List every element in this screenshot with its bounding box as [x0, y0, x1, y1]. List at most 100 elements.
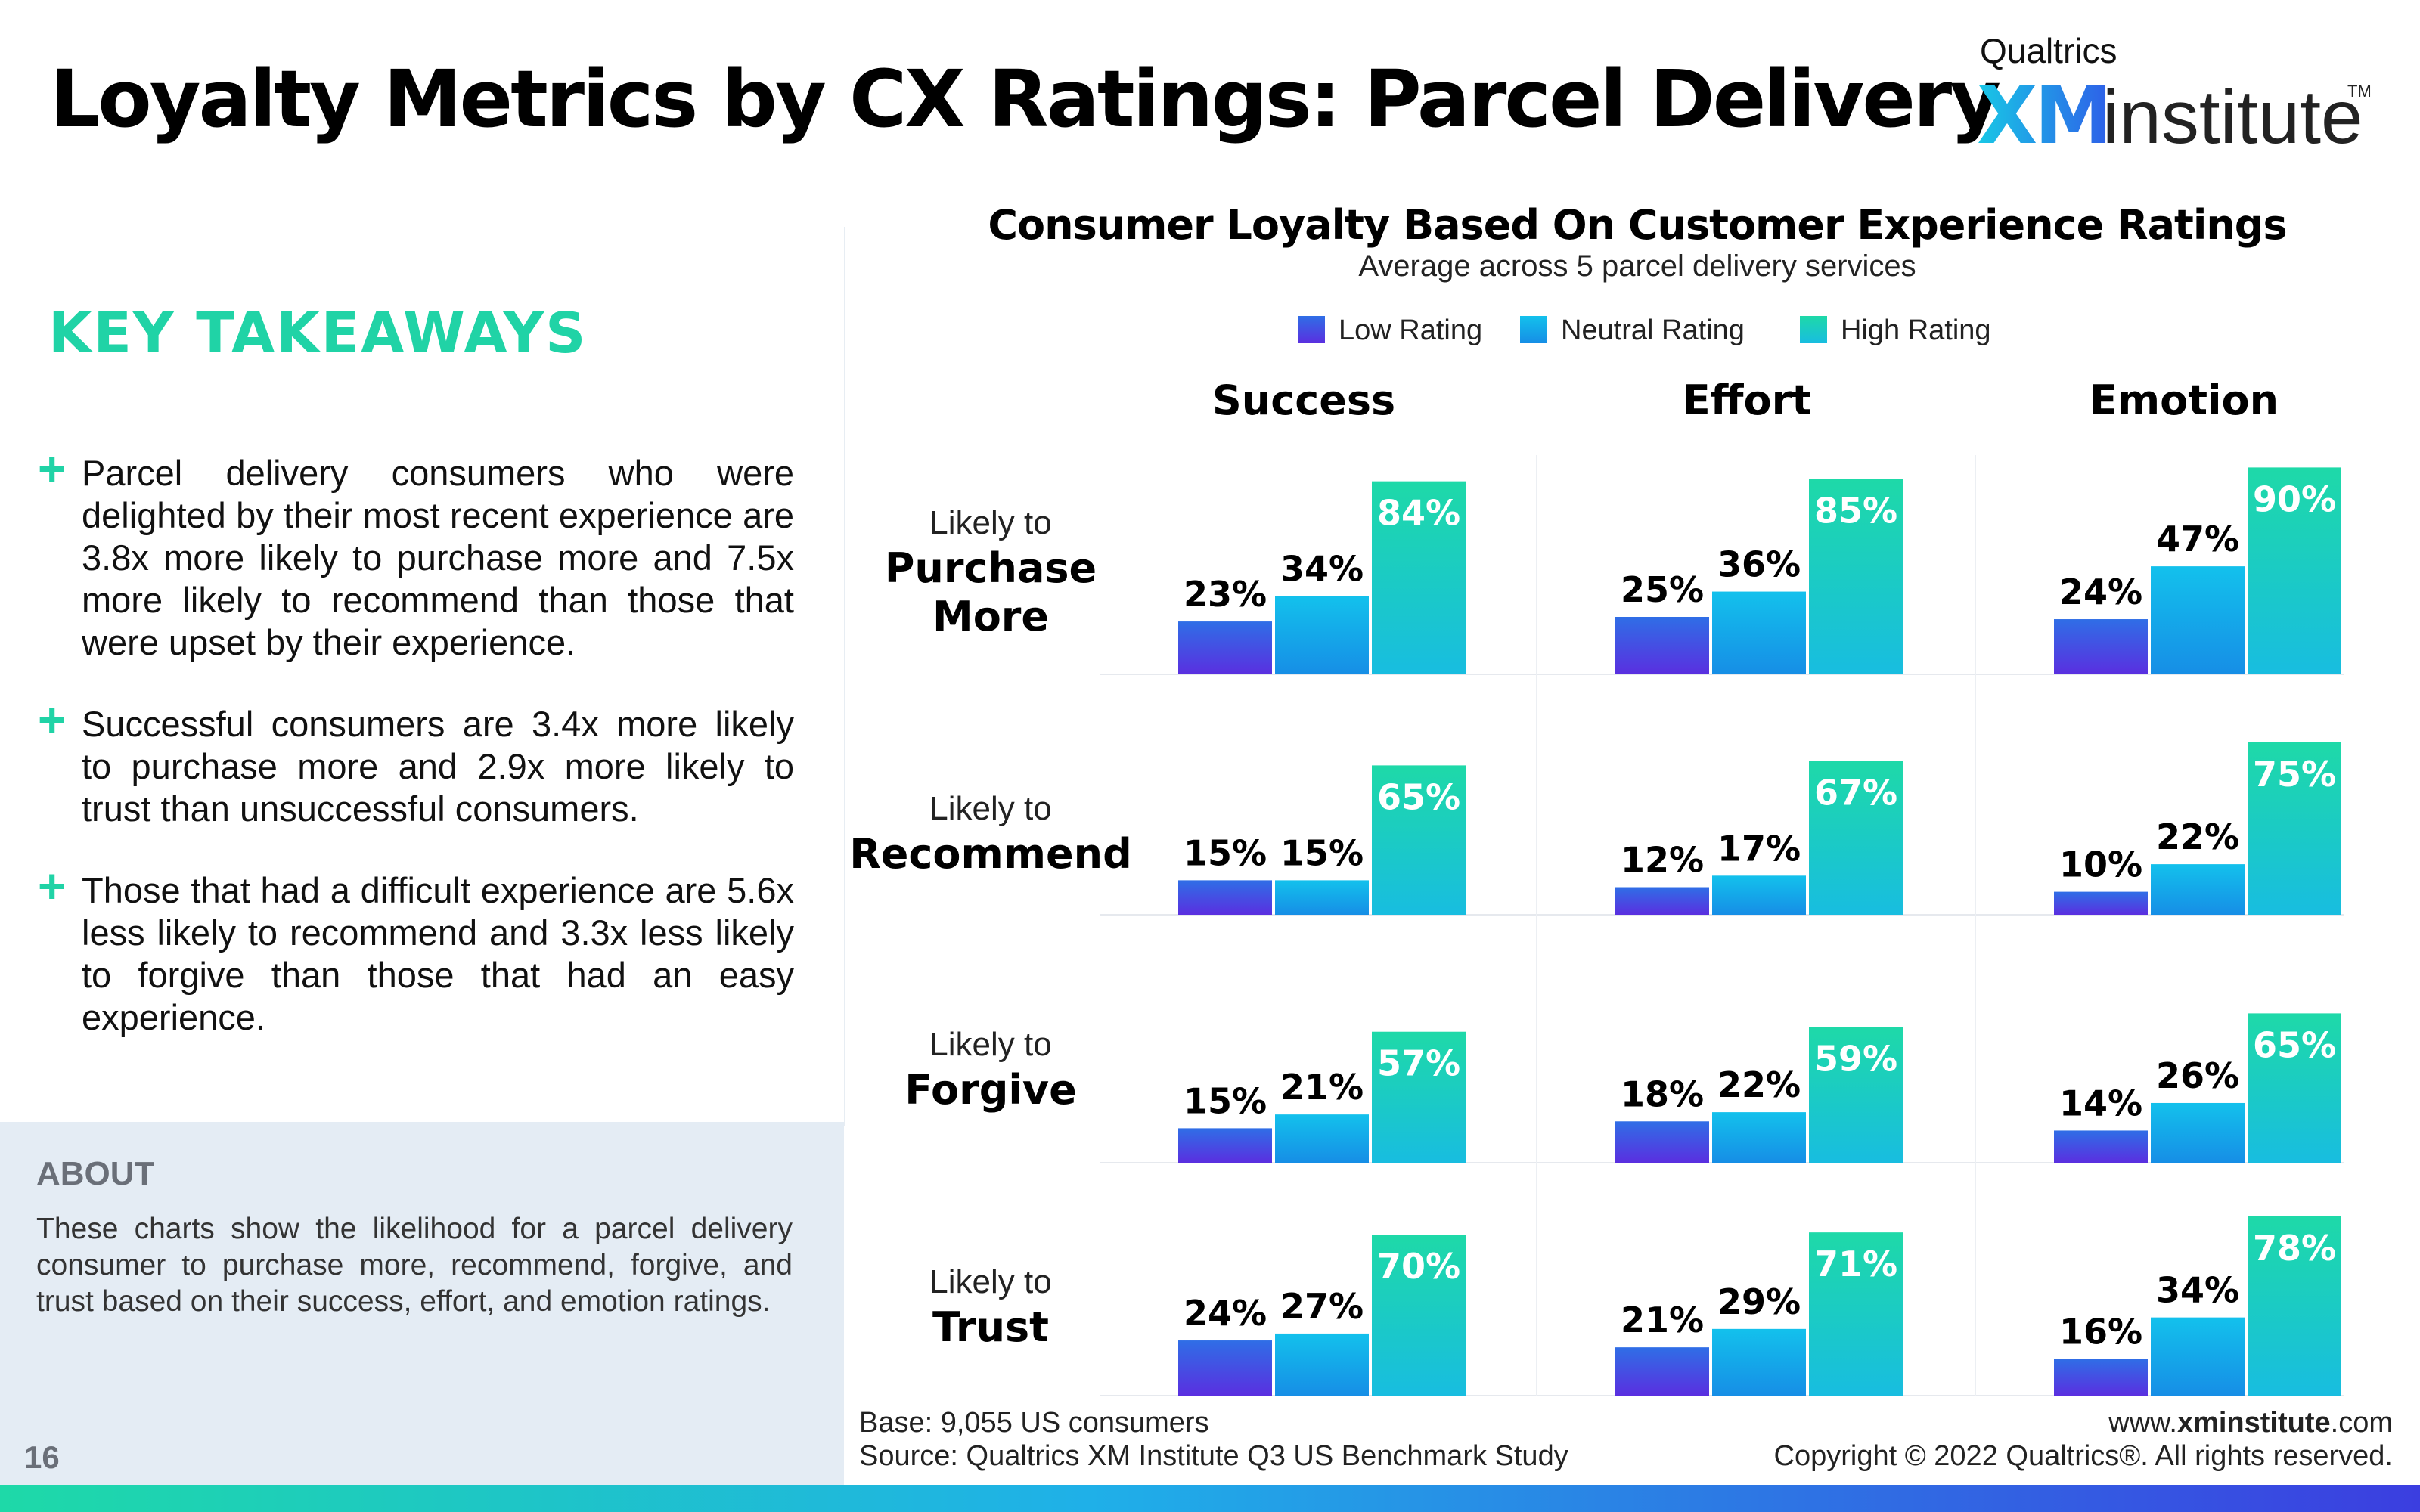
data-label-low: 25% — [1621, 569, 1704, 610]
takeaway-item: + Successful consumers are 3.4x more lik… — [38, 696, 794, 830]
bar-emotion-neutral — [2151, 566, 2245, 674]
data-label-neutral: 22% — [1717, 1064, 1801, 1105]
bar-effort-high — [1809, 1027, 1903, 1163]
key-takeaways-heading: KEY TAKEAWAYS — [48, 301, 588, 366]
column-heading-effort: Effort — [1683, 376, 1811, 424]
bar-effort-neutral — [1712, 591, 1806, 674]
data-label-high: 65% — [2253, 1024, 2336, 1065]
bar-emotion-neutral — [2151, 864, 2245, 915]
panel-divider — [844, 227, 845, 1126]
bar-success-low — [1178, 1340, 1272, 1396]
data-label-low: 12% — [1621, 840, 1704, 881]
chart-title: Consumer Loyalty Based On Customer Exper… — [988, 201, 2287, 249]
data-label-neutral: 22% — [2156, 816, 2239, 857]
takeaway-text: Parcel delivery consumers who were delig… — [82, 453, 794, 662]
plus-icon: + — [38, 859, 67, 913]
data-label-neutral: 17% — [1717, 828, 1801, 869]
bar-emotion-high — [2248, 742, 2341, 915]
bar-emotion-low — [2054, 891, 2148, 915]
data-label-low: 16% — [2059, 1311, 2142, 1352]
takeaways-list: + Parcel delivery consumers who were del… — [38, 445, 794, 1078]
data-label-neutral: 34% — [2156, 1270, 2239, 1311]
data-label-low: 21% — [1621, 1300, 1704, 1340]
bar-success-neutral — [1275, 1114, 1369, 1163]
column-heading-emotion: Emotion — [2090, 376, 2279, 424]
page-title: Loyalty Metrics by CX Ratings: Parcel De… — [50, 53, 2001, 145]
page-number: 16 — [24, 1439, 60, 1475]
bar-effort-high — [1809, 479, 1903, 674]
about-text: These charts show the likelihood for a p… — [36, 1213, 793, 1318]
row-label-name: Purchase — [884, 544, 1097, 592]
data-label-neutral: 15% — [1280, 832, 1364, 873]
bottom-gradient-bar — [0, 1485, 2420, 1512]
row-label-name: Forgive — [904, 1066, 1077, 1114]
footer-base: Base: 9,055 US consumers — [859, 1407, 1209, 1439]
bar-success-high — [1372, 1235, 1466, 1396]
about-heading: ABOUT — [36, 1155, 155, 1192]
footer-source: Base: 9,055 US consumers Source: Qualtri… — [859, 1406, 1568, 1473]
bar-success-neutral — [1275, 880, 1369, 915]
bar-success-high — [1372, 481, 1466, 674]
data-label-high: 84% — [1377, 493, 1460, 534]
data-label-high: 85% — [1814, 491, 1897, 531]
bar-effort-low — [1615, 887, 1709, 915]
row-label-prefix: Likely to — [929, 504, 1052, 541]
logo-qualtrics: Qualtrics — [1980, 31, 2118, 70]
bar-emotion-high — [2248, 467, 2341, 674]
footer-url: www.xminstitute.com — [2108, 1407, 2393, 1439]
bar-emotion-high — [2248, 1216, 2341, 1396]
legend-swatch-neutral — [1520, 316, 1547, 343]
chart-subtitle: Average across 5 parcel delivery service… — [1358, 249, 1916, 283]
footer-source-text: Source: Qualtrics XM Institute Q3 US Ben… — [859, 1440, 1568, 1472]
data-label-low: 15% — [1184, 832, 1267, 873]
takeaway-text: Those that had a difficult experience ar… — [82, 870, 794, 1037]
data-label-high: 57% — [1377, 1043, 1460, 1084]
footer-copyright-text: Copyright © 2022 Qualtrics®. All rights … — [1773, 1440, 2393, 1472]
xm-institute-logo: Qualtrics XM institute TM — [1977, 30, 2372, 162]
bar-effort-low — [1615, 1121, 1709, 1163]
bar-success-high — [1372, 1031, 1466, 1163]
logo-trademark: TM — [2347, 82, 2372, 101]
takeaway-item: + Those that had a difficult experience … — [38, 862, 794, 1039]
row-label-prefix: Likely to — [929, 790, 1052, 827]
legend-label-neutral: Neutral Rating — [1561, 314, 1745, 346]
data-label-low: 18% — [1621, 1074, 1704, 1114]
bar-emotion-low — [2054, 1359, 2148, 1396]
data-label-high: 71% — [1814, 1244, 1897, 1284]
data-label-low: 15% — [1184, 1080, 1267, 1121]
logo-xm: XM — [1977, 70, 2113, 162]
legend-swatch-high — [1800, 316, 1827, 343]
legend-label-low: Low Rating — [1339, 314, 1483, 346]
bar-emotion-neutral — [2151, 1102, 2245, 1163]
data-label-high: 78% — [2253, 1228, 2336, 1269]
column-heading-success: Success — [1212, 376, 1395, 424]
data-label-neutral: 47% — [2156, 519, 2239, 559]
data-label-neutral: 27% — [1280, 1286, 1364, 1327]
legend-swatch-low — [1298, 316, 1325, 343]
data-label-low: 24% — [2059, 572, 2142, 612]
bar-effort-low — [1615, 617, 1709, 674]
bar-emotion-neutral — [2151, 1317, 2245, 1396]
bar-effort-neutral — [1712, 875, 1806, 915]
data-label-high: 90% — [2253, 479, 2336, 519]
bar-effort-neutral — [1712, 1112, 1806, 1163]
row-label-forgive: Likely to Forgive — [847, 1024, 1134, 1114]
data-label-low: 14% — [2059, 1083, 2142, 1123]
bar-effort-low — [1615, 1347, 1709, 1396]
row-label-trust: Likely to Trust — [847, 1261, 1134, 1352]
data-label-neutral: 21% — [1280, 1067, 1364, 1108]
data-label-high: 75% — [2253, 754, 2336, 795]
bar-success-low — [1178, 1128, 1272, 1163]
bar-success-low — [1178, 880, 1272, 915]
data-label-low: 23% — [1184, 574, 1267, 615]
data-label-neutral: 26% — [2156, 1055, 2239, 1096]
takeaway-item: + Parcel delivery consumers who were del… — [38, 445, 794, 664]
data-label-high: 70% — [1377, 1246, 1460, 1287]
bar-effort-high — [1809, 1232, 1903, 1396]
row-label-prefix: Likely to — [929, 1026, 1052, 1063]
plus-icon: + — [38, 442, 67, 496]
data-label-high: 67% — [1814, 772, 1897, 813]
bar-success-neutral — [1275, 1333, 1369, 1396]
takeaway-text: Successful consumers are 3.4x more likel… — [82, 704, 794, 829]
